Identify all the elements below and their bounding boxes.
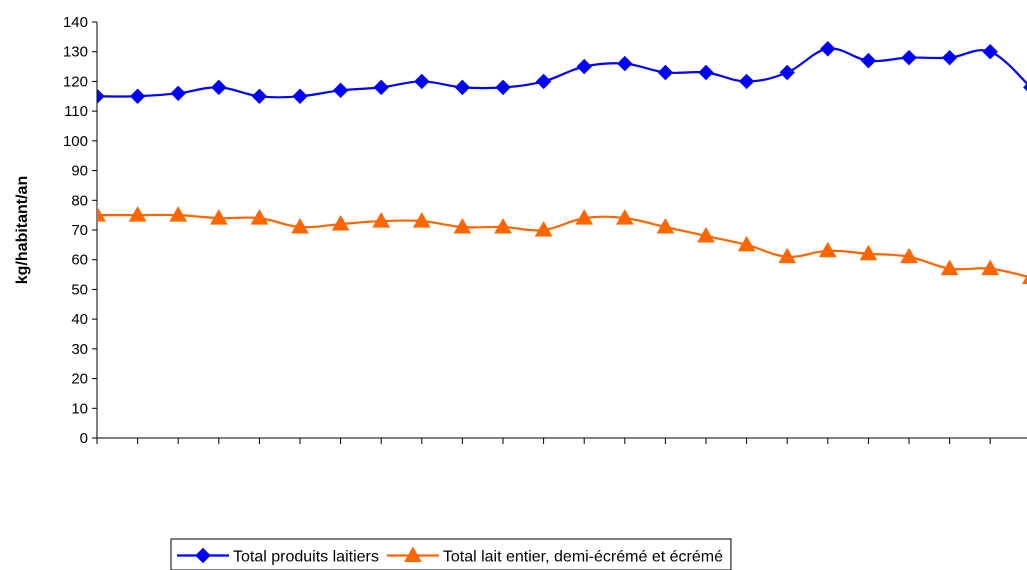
legend-label-1: Total produits laitiers — [233, 549, 379, 566]
data-point-2 — [900, 247, 918, 264]
data-point-1 — [495, 79, 511, 96]
data-point-1 — [535, 73, 552, 90]
series-line-1 — [97, 47, 1027, 99]
data-point-1 — [982, 44, 998, 60]
data-point-2 — [859, 244, 878, 261]
data-point-2 — [778, 247, 797, 264]
y-tick-label: 20 — [71, 371, 88, 388]
y-tick-label: 60 — [71, 252, 88, 269]
legend-item-1: Total produits laitiers — [177, 547, 379, 566]
data-point-1 — [211, 79, 227, 96]
data-point-1 — [97, 88, 105, 104]
data-point-1 — [941, 49, 958, 66]
legend-label-2: Total lait entier, demi-écrémé et écrémé — [443, 549, 723, 566]
data-point-2 — [372, 212, 391, 228]
data-point-2 — [291, 218, 309, 234]
data-point-1 — [901, 49, 917, 66]
y-tick-label: 130 — [63, 44, 88, 61]
data-point-1 — [698, 64, 714, 81]
data-point-1 — [860, 52, 877, 69]
data-point-1 — [129, 88, 146, 104]
data-point-2 — [534, 220, 553, 237]
y-tick-label: 10 — [71, 400, 88, 417]
data-point-2 — [250, 209, 269, 225]
data-point-1 — [738, 73, 755, 90]
data-point-1 — [414, 73, 430, 90]
data-point-1 — [373, 79, 389, 96]
y-tick-label: 30 — [71, 341, 88, 358]
series-1 — [97, 41, 1027, 104]
series-layer — [97, 41, 1027, 285]
y-tick-label: 100 — [63, 133, 88, 150]
y-axis-title: kg/habitant/an — [14, 176, 31, 284]
y-tick-label: 70 — [71, 222, 88, 239]
data-point-2 — [169, 206, 188, 222]
data-point-2 — [656, 218, 675, 234]
data-point-2 — [331, 215, 350, 231]
data-point-1 — [251, 88, 268, 104]
y-tick-label: 120 — [63, 73, 88, 90]
series-line-2 — [97, 213, 1027, 278]
data-point-1 — [617, 55, 633, 72]
y-tick-label: 50 — [71, 281, 88, 298]
y-tick-label: 40 — [71, 311, 88, 328]
data-point-2 — [940, 259, 959, 276]
data-point-2 — [818, 241, 837, 258]
data-point-1 — [576, 58, 592, 75]
y-tick-label: 140 — [63, 14, 88, 31]
data-point-2 — [412, 212, 431, 228]
series-2 — [97, 206, 1027, 285]
data-point-1 — [1023, 83, 1027, 92]
y-tick-label: 80 — [71, 192, 88, 209]
data-point-2 — [209, 209, 228, 225]
data-point-2 — [575, 209, 594, 225]
data-point-1 — [820, 41, 836, 57]
data-point-1 — [332, 82, 349, 99]
data-point-1 — [657, 64, 674, 81]
data-point-2 — [615, 209, 634, 225]
y-tick-label: 90 — [71, 163, 88, 180]
data-point-2 — [128, 206, 147, 222]
data-point-1 — [454, 79, 471, 96]
axes: 0 10 20 30 40 50 60 70 80 90 100 110 120 130 140 — [63, 14, 1027, 447]
legend-marker-1 — [195, 547, 211, 564]
data-point-2 — [453, 218, 472, 234]
data-point-2 — [981, 259, 1000, 276]
legend-marker-2 — [403, 546, 422, 562]
data-point-2 — [697, 226, 715, 243]
data-point-1 — [779, 64, 795, 81]
data-point-2 — [494, 218, 512, 234]
data-point-1 — [170, 85, 186, 102]
y-tick-label: 0 — [80, 430, 88, 447]
legend-item-2: Total lait entier, demi-écrémé et écrémé — [386, 546, 723, 566]
data-point-1 — [292, 88, 308, 104]
legend-box — [170, 538, 732, 570]
y-axis-title-group: kg/habitant/an — [14, 176, 31, 284]
y-tick-label: 110 — [64, 103, 88, 120]
legend: Total produits laitiers Total lait entier… — [170, 538, 732, 570]
data-point-2 — [97, 206, 106, 222]
data-point-2 — [737, 235, 756, 252]
